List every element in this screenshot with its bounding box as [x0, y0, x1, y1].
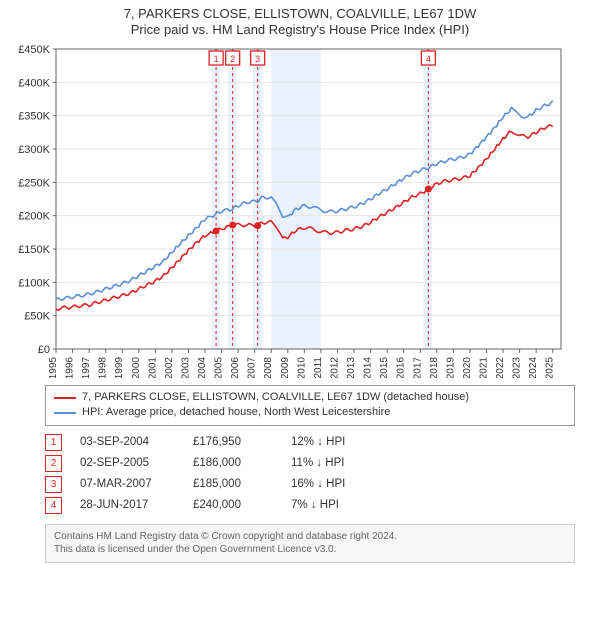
- svg-text:£100K: £100K: [18, 277, 50, 289]
- sale-diff: 11% ↓ HPI: [291, 457, 381, 469]
- legend-label-property: 7, PARKERS CLOSE, ELLISTOWN, COALVILLE, …: [82, 390, 469, 405]
- svg-text:2018: 2018: [429, 357, 440, 378]
- title-sub: Price paid vs. HM Land Registry's House …: [0, 22, 600, 37]
- legend-swatch-property: [54, 397, 76, 399]
- sale-marker-box: 1: [45, 434, 62, 451]
- sale-price: £240,000: [193, 499, 273, 511]
- sale-row: 1 03-SEP-2004 £176,950 12% ↓ HPI: [45, 432, 575, 453]
- legend: 7, PARKERS CLOSE, ELLISTOWN, COALVILLE, …: [45, 385, 575, 426]
- svg-text:2009: 2009: [280, 357, 291, 378]
- footer-line1: Contains HM Land Registry data © Crown c…: [54, 530, 566, 544]
- svg-text:1996: 1996: [65, 357, 76, 378]
- sale-diff: 12% ↓ HPI: [291, 436, 381, 448]
- svg-text:2007: 2007: [247, 357, 258, 378]
- svg-text:1997: 1997: [81, 357, 92, 378]
- svg-text:£450K: £450K: [18, 44, 50, 56]
- sale-row: 2 02-SEP-2005 £186,000 11% ↓ HPI: [45, 453, 575, 474]
- svg-text:1999: 1999: [114, 357, 125, 378]
- svg-text:2014: 2014: [363, 357, 374, 378]
- svg-text:2005: 2005: [214, 357, 225, 378]
- svg-text:2015: 2015: [379, 357, 390, 378]
- attribution-footer: Contains HM Land Registry data © Crown c…: [45, 524, 575, 563]
- sale-row: 3 07-MAR-2007 £185,000 16% ↓ HPI: [45, 474, 575, 495]
- svg-text:£0: £0: [38, 344, 50, 356]
- svg-text:2008: 2008: [263, 357, 274, 378]
- svg-text:2002: 2002: [164, 357, 175, 378]
- svg-text:2020: 2020: [462, 357, 473, 378]
- svg-text:2006: 2006: [230, 357, 241, 378]
- sales-table: 1 03-SEP-2004 £176,950 12% ↓ HPI 2 02-SEP-200…: [45, 432, 575, 516]
- svg-text:4: 4: [426, 54, 431, 64]
- svg-text:£350K: £350K: [18, 111, 50, 123]
- svg-text:3: 3: [255, 54, 260, 64]
- legend-swatch-hpi: [54, 412, 76, 414]
- svg-text:2: 2: [230, 54, 235, 64]
- sale-date: 02-SEP-2005: [80, 457, 175, 469]
- svg-text:1998: 1998: [98, 357, 109, 378]
- legend-row-hpi: HPI: Average price, detached house, Nort…: [54, 405, 566, 420]
- svg-text:£250K: £250K: [18, 177, 50, 189]
- sale-row: 4 28-JUN-2017 £240,000 7% ↓ HPI: [45, 495, 575, 516]
- price-chart: £0 £50K £100K £150K £200K £250K £300K £350K £400…: [8, 43, 568, 378]
- chart-titles: 7, PARKERS CLOSE, ELLISTOWN, COALVILLE, …: [0, 0, 600, 37]
- svg-text:2001: 2001: [147, 357, 158, 378]
- sale-price: £176,950: [193, 436, 273, 448]
- svg-text:1995: 1995: [48, 357, 59, 378]
- chart-container: £0 £50K £100K £150K £200K £250K £300K £350K £400…: [8, 43, 592, 381]
- sale-date: 03-SEP-2004: [80, 436, 175, 448]
- svg-text:2025: 2025: [545, 357, 556, 378]
- svg-text:£400K: £400K: [18, 77, 50, 89]
- sale-marker-box: 3: [45, 476, 62, 493]
- svg-text:2021: 2021: [478, 357, 489, 378]
- sale-date: 07-MAR-2007: [80, 478, 175, 490]
- svg-text:2019: 2019: [445, 357, 456, 378]
- svg-text:2013: 2013: [346, 357, 357, 378]
- sale-price: £186,000: [193, 457, 273, 469]
- svg-text:2024: 2024: [528, 357, 539, 378]
- sale-marker-box: 4: [45, 497, 62, 514]
- sale-diff: 7% ↓ HPI: [291, 499, 381, 511]
- svg-text:2011: 2011: [313, 357, 324, 378]
- legend-label-hpi: HPI: Average price, detached house, Nort…: [82, 405, 390, 420]
- sale-price: £185,000: [193, 478, 273, 490]
- title-main: 7, PARKERS CLOSE, ELLISTOWN, COALVILLE, …: [0, 6, 600, 21]
- sale-diff: 16% ↓ HPI: [291, 478, 381, 490]
- svg-text:2000: 2000: [131, 357, 142, 378]
- svg-text:2022: 2022: [495, 357, 506, 378]
- svg-text:2016: 2016: [396, 357, 407, 378]
- svg-text:2003: 2003: [180, 357, 191, 378]
- svg-text:2012: 2012: [329, 357, 340, 378]
- svg-text:2004: 2004: [197, 357, 208, 378]
- svg-text:£300K: £300K: [18, 144, 50, 156]
- sale-date: 28-JUN-2017: [80, 499, 175, 511]
- legend-row-property: 7, PARKERS CLOSE, ELLISTOWN, COALVILLE, …: [54, 390, 566, 405]
- footer-line2: This data is licensed under the Open Gov…: [54, 543, 566, 557]
- svg-text:£50K: £50K: [24, 311, 50, 323]
- svg-text:2010: 2010: [296, 357, 307, 378]
- svg-text:2017: 2017: [412, 357, 423, 378]
- svg-text:£150K: £150K: [18, 244, 50, 256]
- svg-text:£200K: £200K: [18, 211, 50, 223]
- sale-marker-box: 2: [45, 455, 62, 472]
- svg-text:2023: 2023: [512, 357, 523, 378]
- svg-text:1: 1: [214, 54, 219, 64]
